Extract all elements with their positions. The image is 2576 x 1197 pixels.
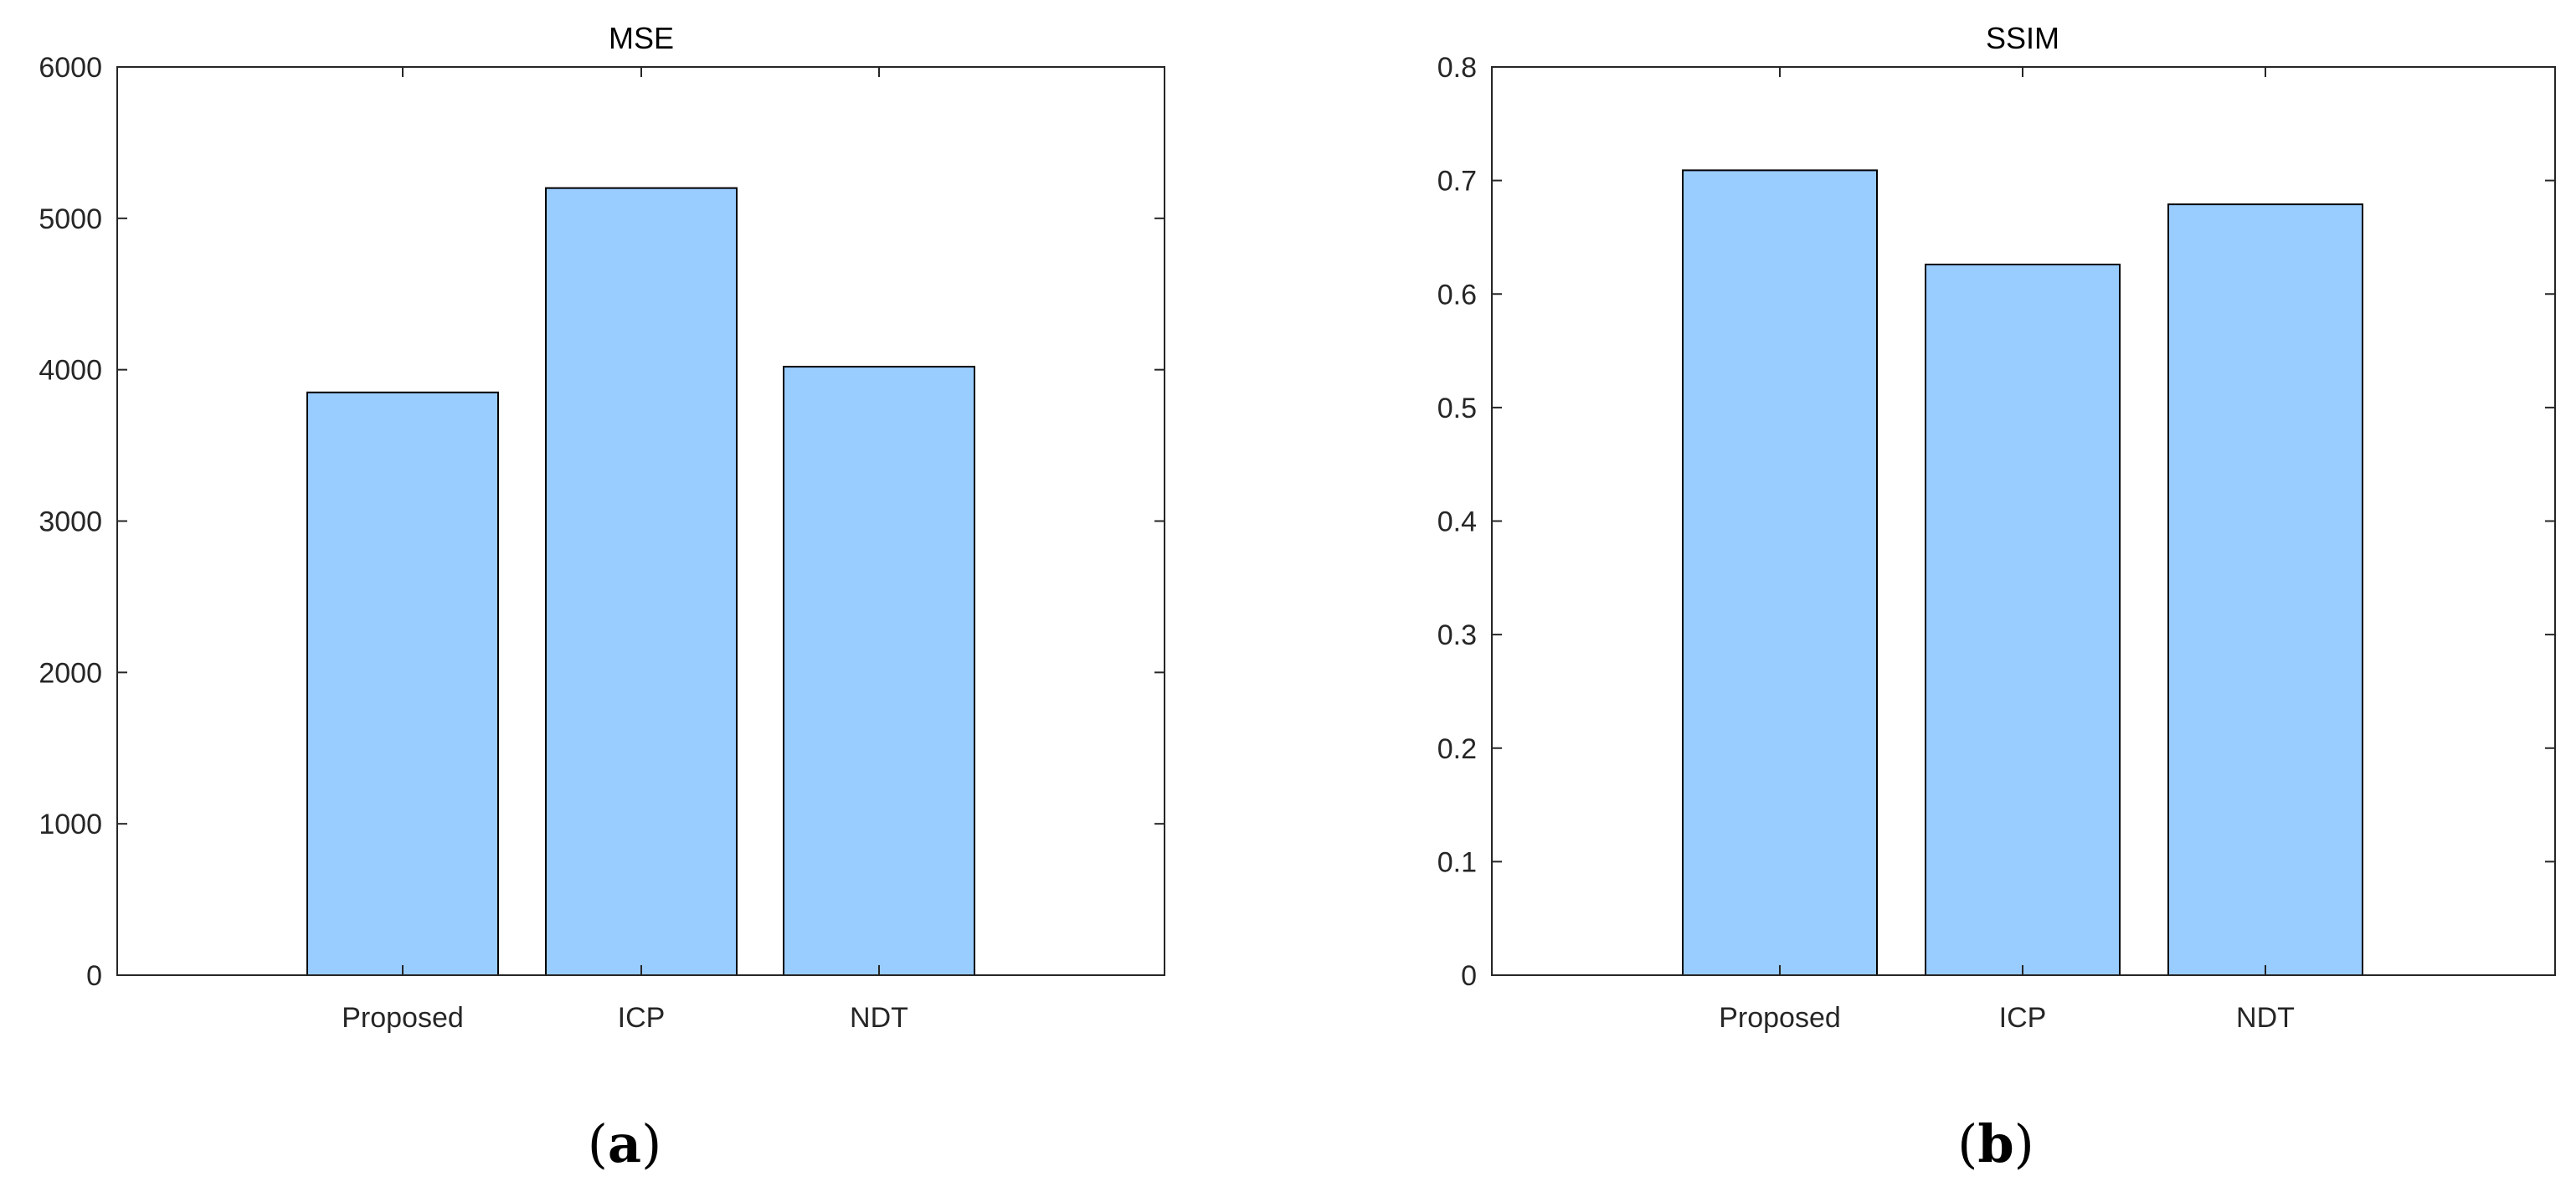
y-tick-label: 0.8	[1437, 52, 1477, 84]
y-tick-label: 0	[86, 960, 102, 992]
bar-icp	[1925, 263, 2121, 976]
x-tick-label-ndt: NDT	[850, 1002, 908, 1034]
x-tick-label-proposed: Proposed	[1719, 1002, 1841, 1034]
chart-ssim: SSIM 0 0.1 0.2 0.3 0.4 0.5 0.6 0.7 0.8 Proposed I…	[1437, 21, 2556, 1174]
y-tick-label: 0.4	[1437, 506, 1477, 538]
chart-title-mse: MSE	[609, 21, 674, 55]
x-tick-label-proposed: Proposed	[342, 1002, 464, 1034]
y-tick-label: 0.7	[1437, 166, 1477, 198]
y-tick-label: 5000	[39, 203, 102, 235]
y-tick-label: 6000	[39, 52, 102, 84]
x-tick-label-icp: ICP	[1999, 1002, 2047, 1034]
y-tick-label: 0	[1461, 960, 1477, 992]
y-tick-label: 0.6	[1437, 279, 1477, 311]
chart-title-ssim: SSIM	[1986, 21, 2059, 55]
bar-ndt	[783, 366, 975, 976]
bar-ndt	[2167, 203, 2363, 976]
y-axis: 0 1000 2000 3000 4000 5000 6000	[39, 52, 1165, 992]
x-axis: Proposed ICP NDT	[1719, 67, 2295, 1034]
panel-caption-letter: a	[608, 1113, 641, 1174]
bar-proposed	[1682, 169, 1878, 976]
x-axis: Proposed ICP NDT	[342, 67, 908, 1034]
y-tick-label: 2000	[39, 657, 102, 689]
y-tick-label: 0.3	[1437, 619, 1477, 651]
panel-caption-letter: b	[1977, 1113, 2013, 1174]
x-tick-label-icp: ICP	[618, 1002, 666, 1034]
bar-icp	[545, 187, 738, 976]
y-tick-label: 1000	[39, 809, 102, 840]
x-tick-label-ndt: NDT	[2236, 1002, 2295, 1034]
y-tick-label: 0.2	[1437, 733, 1477, 765]
bar-group	[1682, 169, 2363, 976]
y-tick-label: 0.1	[1437, 846, 1477, 878]
bar-group	[306, 187, 975, 976]
bar-proposed	[306, 391, 499, 976]
y-tick-label: 3000	[39, 506, 102, 538]
panel-caption-a: (a)	[588, 1113, 662, 1174]
y-axis: 0 0.1 0.2 0.3 0.4 0.5 0.6 0.7 0.8	[1437, 52, 2555, 992]
y-tick-label: 0.5	[1437, 393, 1477, 424]
y-tick-label: 4000	[39, 355, 102, 387]
panel-caption-b: (b)	[1957, 1113, 2034, 1174]
chart-mse: MSE 0 1000 2000 3000 4000 5000 6000 Proposed IC…	[39, 21, 1165, 1174]
